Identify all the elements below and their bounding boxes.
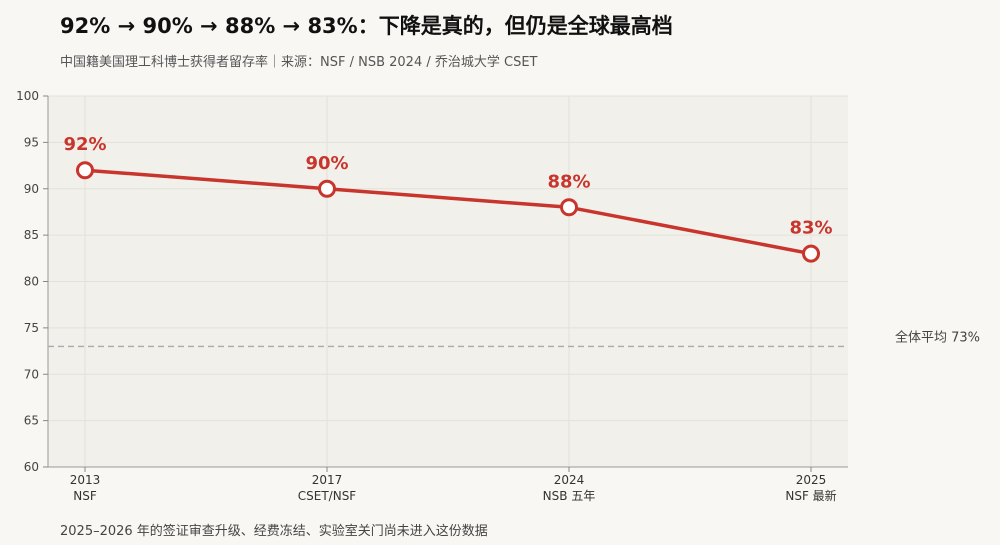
data-label: 83% [789, 218, 832, 239]
data-label: 88% [547, 171, 590, 192]
y-tick-label: 100 [16, 89, 39, 103]
x-tick-label: 2013 [70, 473, 101, 487]
y-axis-ticks: 60 65 70 75 80 85 90 95 100 [16, 89, 48, 474]
y-tick-label: 70 [24, 367, 39, 381]
x-tick-label: 2017 [312, 473, 343, 487]
reference-line-label: 全体平均 73% [895, 329, 980, 345]
series-group: 92% 90% 88% 83% [63, 134, 833, 263]
reference-line-group: 全体平均 73% [48, 329, 980, 348]
footnote: 2025–2026 年的签证审查升级、经费冻结、实验室关门尚未进入这份数据 [60, 524, 488, 539]
data-label: 90% [305, 153, 348, 174]
y-tick-label: 80 [24, 275, 39, 289]
data-label: 92% [63, 134, 106, 155]
x-tick-sublabel: CSET/NSF [298, 489, 357, 503]
x-tick-sublabel: NSF [73, 489, 97, 503]
y-tick-label: 60 [24, 460, 39, 474]
x-tick-sublabel: NSB 五年 [543, 489, 596, 503]
data-point [560, 198, 578, 217]
y-tick-label: 85 [24, 228, 39, 242]
chart-subtitle: 中国籍美国理工科博士获得者留存率｜来源：NSF / NSB 2024 / 乔治城… [60, 55, 538, 70]
y-tick-label: 65 [24, 414, 39, 428]
data-point [318, 179, 336, 198]
x-tick-label: 2024 [554, 473, 585, 487]
data-point [802, 244, 820, 263]
chart-title: 92% → 90% → 88% → 83%：下降是真的，但仍是全球最高档 [60, 14, 673, 38]
x-tick-sublabel: NSF 最新 [785, 488, 836, 503]
data-point [76, 161, 94, 180]
y-tick-label: 95 [24, 135, 39, 149]
y-tick-label: 90 [24, 182, 39, 196]
x-tick-label: 2025 [796, 473, 827, 487]
series-line [84, 168, 812, 256]
y-tick-label: 75 [24, 321, 39, 335]
